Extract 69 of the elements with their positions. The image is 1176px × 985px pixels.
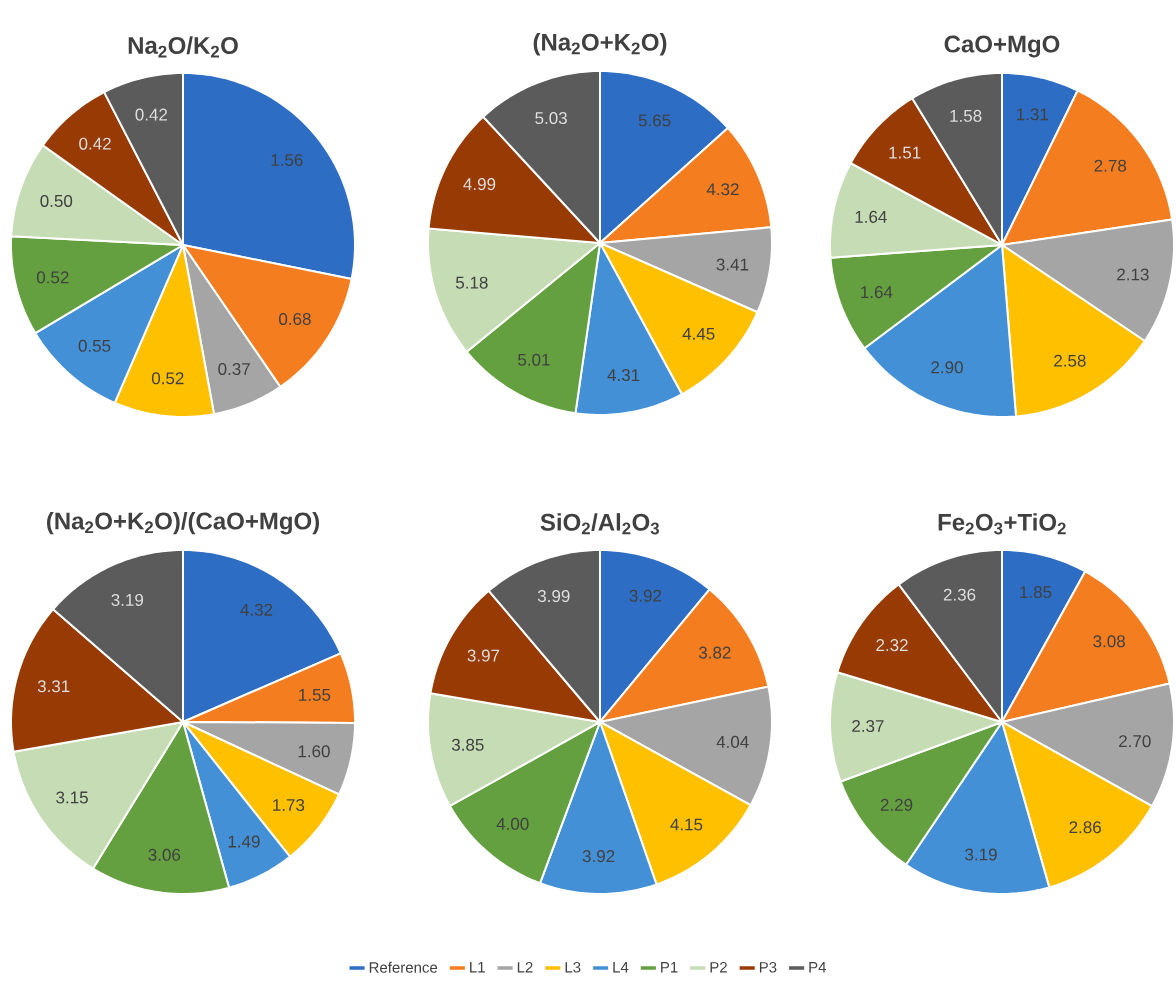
data-label: 2.13 [1117,268,1149,281]
legend-label: P4 [809,962,827,973]
data-label: 2.36 [943,588,976,601]
data-label: 1.56 [271,153,303,167]
data-label: 0.37 [218,362,250,376]
data-label: 4.32 [706,183,739,196]
data-label: 0.55 [78,339,111,352]
data-label: 0.52 [151,372,184,385]
data-label: 3.82 [698,646,731,659]
data-label: 0.52 [36,271,69,284]
chart-title: (Na$_{2}$O+K$_{2}$O) [533,33,667,56]
data-label: 1.85 [1020,586,1052,599]
legend-label: P1 [661,962,678,973]
legend-label: L4 [613,962,629,973]
data-label: 2.90 [931,361,963,374]
data-label: 4.04 [716,735,749,748]
data-label: 1.55 [299,689,331,701]
chart-title: (Na$_{2}$O+K$_{2}$O)/(CaO+MgO) [47,511,319,535]
data-label: 3.15 [56,791,88,804]
data-label: 3.41 [716,258,749,271]
data-label: 1.58 [950,109,982,122]
data-label: 3.97 [467,649,500,662]
data-label: 3.99 [537,590,570,603]
data-label: 1.49 [228,835,260,848]
chart-title: SiO$_{2}$/Al$_{2}$O$_{3}$ [540,513,659,535]
data-label: 4.00 [496,817,529,830]
data-label: 1.73 [273,798,305,812]
data-label: 2.86 [1069,821,1101,834]
data-label: 3.19 [965,848,997,861]
data-label: 4.99 [463,178,496,191]
data-label: 2.58 [1054,354,1086,367]
data-label: 3.19 [111,593,144,606]
data-label: 3.31 [37,680,70,693]
data-label: 5.18 [455,276,488,289]
legend-label: P2 [710,961,727,973]
legend-label: L2 [517,961,533,973]
data-label: 2.70 [1119,735,1151,748]
data-label: 3.85 [451,738,484,751]
data-label: 0.68 [279,312,311,325]
data-label: 4.31 [607,369,640,382]
data-label: 1.64 [855,210,887,223]
legend-label: L1 [470,962,485,973]
legend-label: P3 [759,961,777,973]
data-label: 3.06 [148,848,181,861]
data-label: 4.32 [240,603,273,616]
legend-label: Reference [369,961,438,973]
data-label: 0.50 [40,194,73,207]
data-label: 3.92 [582,850,615,863]
chart-title: Fe$_{2}$O$_{3}$+TiO$_{2}$ [938,513,1066,535]
chart-title: Na$_{2}$O/K$_{2}$O [128,36,238,58]
data-label: 0.42 [135,108,168,121]
data-label: 2.29 [880,798,913,811]
data-label: 5.03 [535,112,567,125]
data-label: 2.37 [852,719,884,733]
data-label: 3.92 [629,589,662,602]
data-label: 3.08 [1093,635,1125,648]
data-label: 1.51 [889,146,921,159]
data-label: 5.65 [638,114,671,127]
data-label: 1.60 [298,745,330,758]
data-label: 1.64 [861,286,893,299]
data-label: 1.31 [1017,108,1049,121]
data-label: 2.78 [1094,159,1127,172]
data-label: 4.45 [682,327,715,340]
data-label: 0.42 [79,137,111,150]
data-label: 5.01 [518,353,550,366]
legend-label: L3 [565,961,581,973]
data-label: 4.15 [670,818,703,831]
data-label: 2.32 [876,639,908,652]
chart-title: CaO+MgO [944,35,1060,58]
